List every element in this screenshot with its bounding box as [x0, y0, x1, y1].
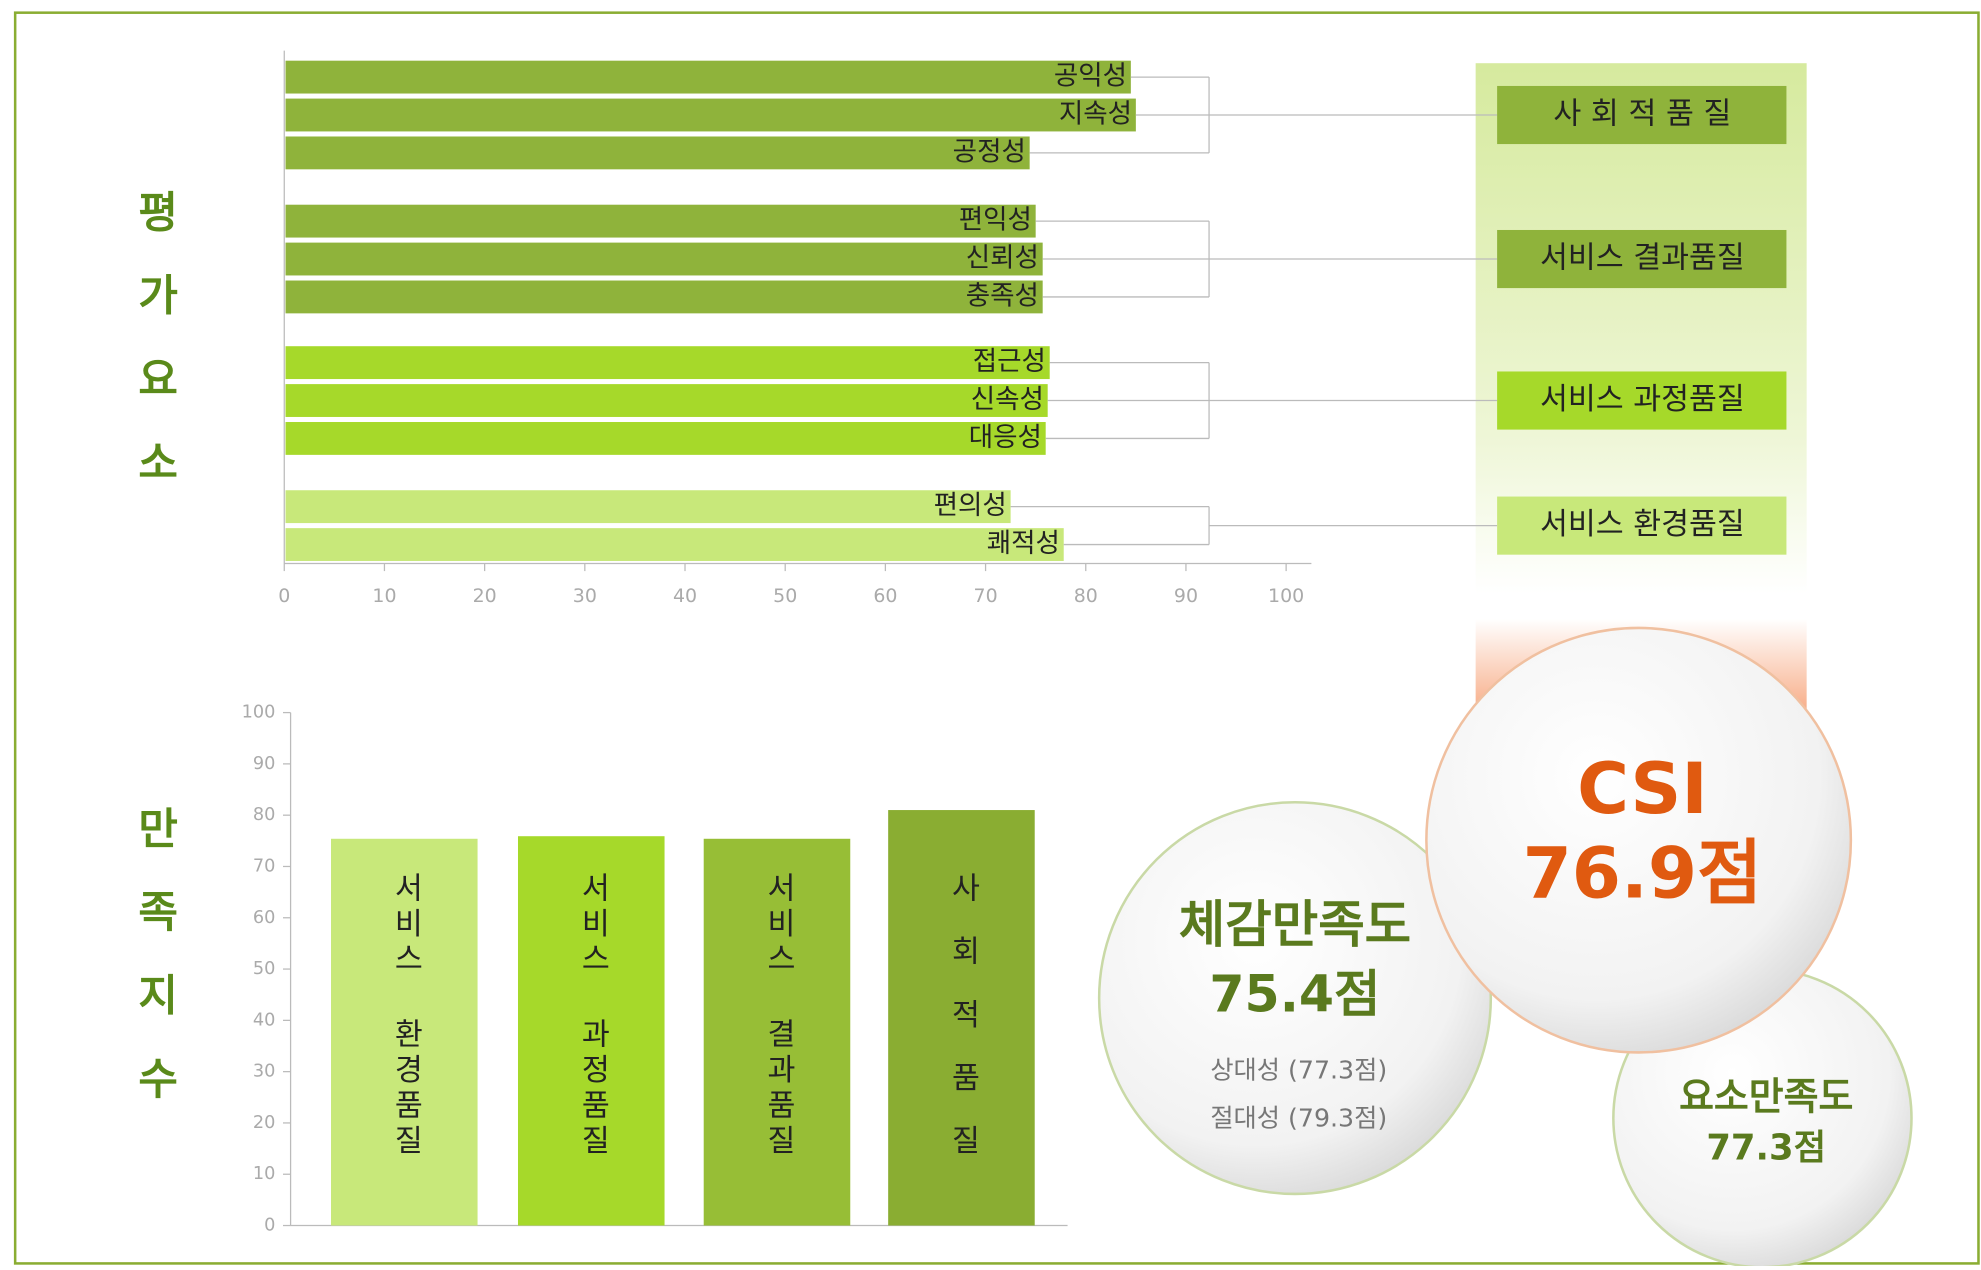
bar-label: 편의성	[934, 490, 1007, 521]
bar	[285, 98, 1136, 132]
csi-score: 76.9점	[1523, 832, 1763, 915]
x-tick-label: 20	[473, 585, 497, 607]
bar-label: 신속성	[971, 384, 1044, 415]
y-tick-label: 0	[264, 1216, 275, 1236]
csi-circle	[1425, 626, 1853, 1054]
element-score: 77.3점	[1706, 1128, 1826, 1169]
y-tick-label: 20	[253, 1113, 276, 1133]
element-title: 요소만족도	[1679, 1075, 1853, 1119]
x-tick-label: 30	[573, 585, 597, 607]
bar	[285, 280, 1043, 314]
felt-score: 75.4점	[1209, 965, 1380, 1024]
group-box	[1497, 371, 1787, 430]
felt-absolute: 절대성 (79.3점)	[1210, 1103, 1387, 1132]
group-label: 서비스 결과품질	[1540, 241, 1745, 276]
bar-label: 서비스 환경품질	[388, 872, 423, 1160]
group-label: 서비스 환경품질	[1540, 507, 1745, 542]
felt-relative: 상대성 (77.3점)	[1210, 1055, 1387, 1084]
x-tick-label: 100	[1268, 585, 1304, 607]
bar-label: 서비스 과정품질	[575, 872, 610, 1160]
y-tick-label: 30	[253, 1062, 276, 1082]
bar-label: 대응성	[969, 422, 1042, 453]
bar	[285, 528, 1064, 561]
bar	[285, 490, 1011, 524]
y-axis-label: 만족지수	[129, 806, 179, 1140]
bar	[888, 810, 1035, 1226]
bar	[517, 836, 665, 1226]
x-tick-label: 70	[974, 585, 998, 607]
x-tick-label: 80	[1074, 585, 1098, 607]
group-box	[1497, 229, 1787, 289]
felt-circle	[1097, 801, 1493, 1196]
bar	[285, 422, 1046, 455]
x-tick-label: 50	[773, 585, 797, 607]
y-tick-label: 50	[253, 959, 276, 979]
bar-label: 편익성	[959, 205, 1032, 236]
group-label: 사 회 적 품 질	[1553, 97, 1731, 132]
bar-label: 접근성	[973, 346, 1046, 377]
x-tick-label: 10	[372, 585, 396, 607]
felt-title: 체감만족도	[1179, 895, 1411, 954]
y-tick-label: 90	[253, 754, 276, 774]
bar-label: 공정성	[953, 136, 1026, 167]
group-label: 서비스 과정품질	[1540, 382, 1745, 417]
bar-label: 충족성	[966, 280, 1039, 311]
bar-label: 쾌적성	[987, 528, 1060, 559]
y-tick-label: 100	[242, 703, 276, 723]
x-tick-label: 90	[1174, 585, 1198, 607]
x-tick-label: 40	[673, 585, 697, 607]
x-tick-label: 60	[873, 585, 897, 607]
bar	[285, 346, 1050, 380]
frame	[13, 11, 1980, 1265]
group-box	[1497, 496, 1787, 555]
y-tick-label: 60	[253, 908, 276, 928]
csi-title: CSI	[1577, 747, 1708, 830]
bar	[285, 204, 1036, 238]
bar	[285, 60, 1131, 94]
bar-label: 공익성	[1054, 61, 1127, 92]
y-tick-label: 10	[253, 1164, 276, 1184]
bar-label: 사회적품질	[945, 872, 980, 1188]
y-tick-label: 70	[253, 856, 276, 876]
y-axis-label: 평가요소	[129, 190, 179, 524]
bar	[285, 136, 1030, 170]
bar-label: 서비스 결과품질	[760, 872, 795, 1160]
group-box	[1497, 85, 1787, 145]
y-tick-label: 80	[253, 805, 276, 825]
bar	[285, 384, 1048, 417]
summary: 체감만족도 75.4점 상대성 (77.3점) 절대성 (79.3점) CSI …	[1097, 626, 1913, 1269]
bar	[285, 242, 1043, 276]
bar-label: 신뢰성	[966, 243, 1039, 274]
bar	[703, 838, 851, 1226]
x-tick-label: 0	[278, 585, 290, 607]
y-tick-label: 40	[253, 1010, 276, 1030]
bar	[331, 838, 478, 1226]
bar-label: 지속성	[1059, 99, 1132, 130]
